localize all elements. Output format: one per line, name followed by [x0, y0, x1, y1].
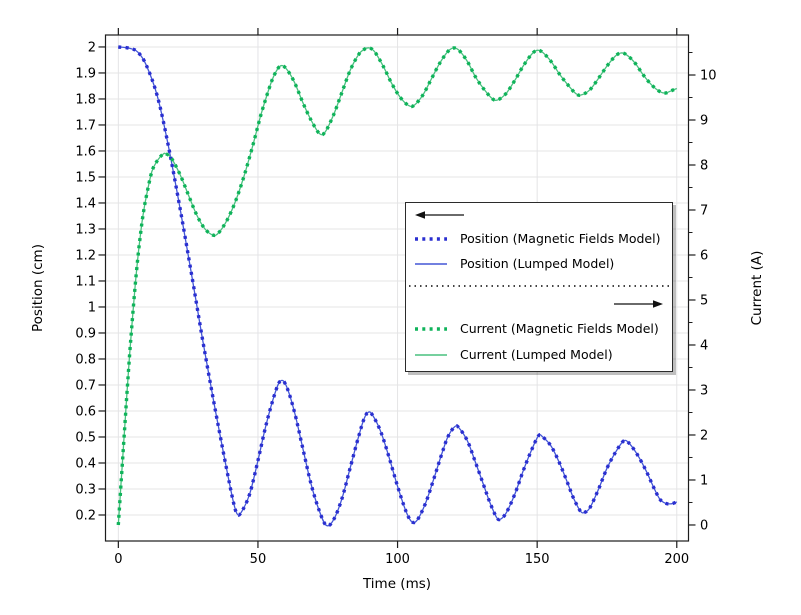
- svg-text:1.9: 1.9: [75, 66, 96, 81]
- svg-text:1.4: 1.4: [75, 196, 96, 211]
- svg-text:0.2: 0.2: [75, 508, 96, 523]
- svg-text:0.4: 0.4: [75, 456, 96, 471]
- svg-text:2: 2: [700, 428, 708, 443]
- current-magnetic-swatch-icon: [415, 327, 447, 331]
- svg-text:0.5: 0.5: [75, 430, 96, 445]
- svg-text:0.9: 0.9: [75, 326, 96, 341]
- svg-text:0: 0: [700, 518, 708, 533]
- legend-item-label: Position (Lumped Model): [460, 256, 615, 271]
- legend-item-label: Current (Lumped Model): [460, 347, 613, 362]
- right-axis-arrow-icon: [612, 296, 664, 312]
- svg-text:1.8: 1.8: [75, 92, 96, 107]
- legend-item-label: Position (Magnetic Fields Model): [460, 231, 661, 246]
- svg-text:1.6: 1.6: [75, 144, 96, 159]
- svg-text:2: 2: [88, 40, 96, 55]
- legend-item-current-lumped: Current (Lumped Model): [414, 346, 613, 364]
- current-lumped-swatch-icon: [415, 354, 447, 356]
- svg-text:1.1: 1.1: [75, 274, 96, 289]
- left-axis-arrow-icon: [414, 207, 466, 223]
- y-left-axis-label: Position (cm): [30, 244, 46, 332]
- x-axis-label: Time (ms): [362, 576, 432, 592]
- svg-text:1.7: 1.7: [75, 118, 96, 133]
- svg-text:5: 5: [700, 293, 708, 308]
- position-magnetic-swatch-icon: [415, 237, 447, 241]
- svg-text:1: 1: [88, 300, 96, 315]
- svg-text:8: 8: [700, 158, 708, 173]
- svg-text:0.7: 0.7: [75, 378, 96, 393]
- y-right-axis-label: Current (A): [749, 250, 765, 326]
- svg-text:1.2: 1.2: [75, 248, 96, 263]
- position-lumped-swatch-icon: [415, 263, 447, 265]
- legend-item-current-magnetic: Current (Magnetic Fields Model): [414, 320, 659, 338]
- svg-text:50: 50: [250, 552, 267, 567]
- svg-text:150: 150: [525, 552, 550, 567]
- svg-text:6: 6: [700, 248, 708, 263]
- svg-text:9: 9: [700, 114, 708, 129]
- svg-text:4: 4: [700, 338, 708, 353]
- svg-text:1.5: 1.5: [75, 170, 96, 185]
- legend-item-label: Current (Magnetic Fields Model): [460, 321, 659, 336]
- legend-item-position-magnetic: Position (Magnetic Fields Model): [414, 230, 660, 248]
- svg-text:0: 0: [114, 552, 122, 567]
- legend: Position (Magnetic Fields Model) Positio…: [405, 202, 673, 372]
- svg-text:7: 7: [700, 203, 708, 218]
- svg-text:1: 1: [700, 473, 708, 488]
- svg-text:0.8: 0.8: [75, 352, 96, 367]
- svg-text:200: 200: [664, 552, 689, 567]
- legend-axis-separator: [409, 285, 669, 287]
- svg-text:10: 10: [700, 69, 717, 84]
- svg-text:100: 100: [385, 552, 410, 567]
- svg-text:1.3: 1.3: [75, 222, 96, 237]
- svg-text:0.6: 0.6: [75, 404, 96, 419]
- svg-text:0.3: 0.3: [75, 482, 96, 497]
- svg-text:3: 3: [700, 383, 708, 398]
- legend-item-position-lumped: Position (Lumped Model): [414, 255, 614, 273]
